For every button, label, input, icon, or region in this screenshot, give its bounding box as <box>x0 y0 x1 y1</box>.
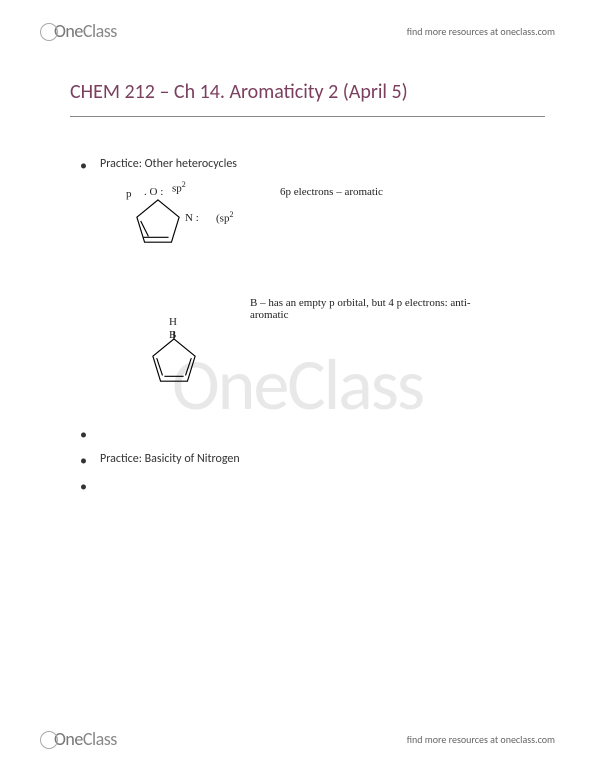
diagram-isoxazole: p . O : sp2 N : (sp2 6p electrons – arom… <box>130 186 545 276</box>
logo-circle-icon <box>40 23 58 41</box>
nitrogen-label: N : <box>185 212 199 224</box>
bullet-heterocycles: Practice: Other heterocycles p . O : sp2… <box>80 157 545 401</box>
logo-text: OneClass <box>54 20 117 42</box>
brand-logo-footer: OneClass <box>40 728 117 750</box>
bullet-empty-1 <box>80 426 545 440</box>
hydrogen-label: H <box>169 316 177 328</box>
oxygen-label: . O : <box>144 186 163 198</box>
logo-class: Class <box>83 20 117 42</box>
logo-circle-icon <box>40 731 58 749</box>
bullet-empty-2 <box>80 478 545 492</box>
logo-one: One <box>54 728 83 750</box>
antiaromatic-caption: B – has an empty p orbital, but 4 p elec… <box>250 297 500 321</box>
logo-one: One <box>54 20 83 42</box>
logo-text: OneClass <box>54 728 117 750</box>
notes-list: Practice: Other heterocycles p . O : sp2… <box>70 157 545 492</box>
resources-link-top[interactable]: find more resources at oneclass.com <box>407 25 555 38</box>
resources-link-bottom[interactable]: find more resources at oneclass.com <box>407 733 555 746</box>
aromatic-caption: 6p electrons – aromatic <box>280 186 383 198</box>
bullet-text: Practice: Basicity of Nitrogen <box>100 452 240 466</box>
page-header: OneClass find more resources at oneclass… <box>0 8 595 54</box>
bullet-text: Practice: Other heterocycles <box>100 157 237 171</box>
document-content: CHEM 212 – Ch 14. Aromaticity 2 (April 5… <box>70 80 545 504</box>
sp2-top-label: sp2 <box>172 180 186 195</box>
brand-logo: OneClass <box>40 20 117 42</box>
title-rule <box>70 116 545 117</box>
ring-structure-icon <box>150 337 198 385</box>
ring-structure-icon <box>134 198 182 246</box>
p-orbital-label: p <box>126 188 132 200</box>
sp2-right-label: (sp2 <box>216 210 233 225</box>
page-footer: OneClass find more resources at oneclass… <box>0 716 595 762</box>
diagram-borole: B – has an empty p orbital, but 4 p elec… <box>130 301 545 401</box>
logo-class: Class <box>83 728 117 750</box>
page-title: CHEM 212 – Ch 14. Aromaticity 2 (April 5… <box>70 80 545 104</box>
bullet-basicity: Practice: Basicity of Nitrogen <box>80 452 545 466</box>
